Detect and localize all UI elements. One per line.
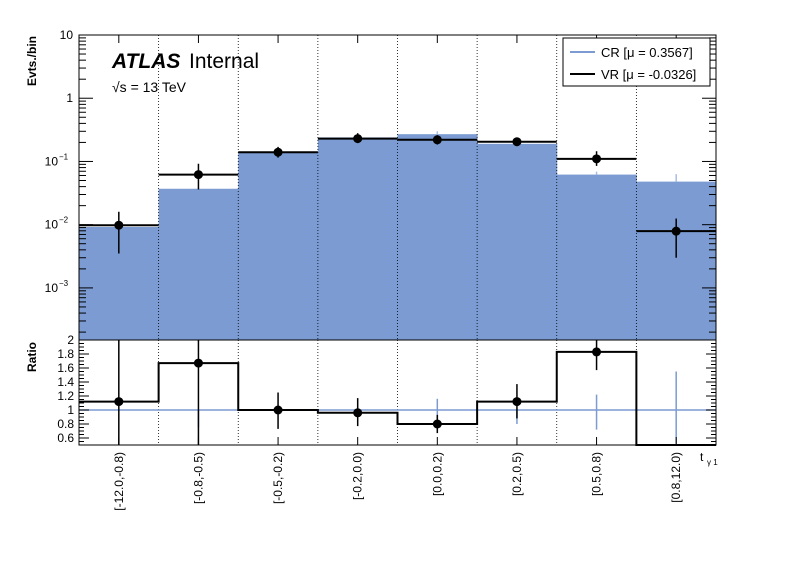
xtick-label-6: [0.5,0.8) (590, 452, 604, 496)
xtick-label-1: [-0.8,-0.5) (191, 452, 205, 504)
ratio-point-3 (353, 408, 363, 418)
cr-bar-2 (238, 152, 319, 340)
ratio-ytick-label-2: 1 (67, 403, 74, 417)
cr-histogram-fill (79, 131, 717, 340)
main-ytick-label-4: 10 (45, 281, 59, 295)
xtick-label-5: [0.2,0.5) (510, 452, 524, 496)
xtick-label-2: [-0.5,-0.2) (271, 452, 285, 504)
energy-label: √s = 13 TeV (112, 79, 187, 95)
main-ytick-label-0: 10 (60, 28, 74, 42)
cr-bar-4 (397, 134, 478, 340)
ratio-point-0 (114, 397, 124, 407)
cr-bar-5 (477, 143, 558, 340)
ratio-step-line (79, 350, 716, 446)
legend-cr-label: CR [μ = 0.3567] (601, 45, 693, 60)
vr-histogram (79, 133, 716, 258)
xtick-label-4: [0.0,0.2) (430, 452, 444, 496)
ratio-ytick-label-6: 1.8 (57, 347, 74, 361)
x-axis-title: t (700, 450, 704, 464)
ratio-point-2 (273, 405, 283, 415)
legend: CR [μ = 0.3567] VR [μ = -0.0326] (562, 37, 711, 87)
cr-bar-7 (636, 181, 717, 340)
ratio-ytick-label-1: 0.8 (57, 417, 74, 431)
main-ytick-label-3: 10 (45, 218, 59, 232)
ratio-point-6 (592, 347, 602, 357)
legend-vr-label: VR [μ = -0.0326] (601, 67, 696, 82)
vr-point-3 (353, 134, 363, 144)
ratio-gridlines (158, 340, 637, 445)
main-ytick-label-1: 1 (66, 91, 73, 105)
ratio-ytick-label-3: 1.2 (57, 389, 74, 403)
vr-point-4 (432, 135, 442, 145)
vr-point-5 (512, 137, 522, 147)
main-ytick-exp-3: −2 (59, 216, 69, 225)
ratio-ytick-label-4: 1.4 (57, 375, 74, 389)
cr-bar-1 (158, 188, 239, 340)
internal-label: Internal (189, 50, 259, 73)
vr-point-0 (114, 220, 124, 230)
y-axis-title: Evts./bin (25, 36, 39, 86)
cr-bar-3 (317, 137, 398, 340)
vr-point-2 (273, 147, 283, 157)
main-ytick-exp-2: −1 (59, 152, 69, 161)
ratio-point-4 (432, 419, 442, 429)
tick-marks (79, 34, 716, 446)
xtick-label-7: [0.8,12.0) (669, 452, 683, 503)
x-axis-title-subscript: γ 1 (707, 458, 718, 467)
main-ytick-exp-4: −3 (59, 279, 69, 288)
xtick-label-0: [-12.0,-0.8) (112, 452, 126, 511)
ratio-axis-title: Ratio (25, 342, 39, 372)
ratio-ytick-label-5: 1.6 (57, 361, 74, 375)
vr-point-7 (671, 226, 681, 236)
xtick-label-3: [-0.2,0.0) (351, 452, 365, 500)
ratio-ytick-label-7: 2 (67, 333, 74, 347)
ratio-ytick-label-0: 0.6 (57, 431, 74, 445)
ratio-histogram (79, 340, 716, 446)
atlas-label: ATLAS (111, 50, 180, 73)
ratio-point-5 (512, 397, 522, 407)
vr-point-1 (193, 170, 203, 180)
cr-bar-6 (556, 174, 637, 340)
ratio-point-1 (193, 358, 203, 368)
main-ytick-label-2: 10 (45, 154, 59, 168)
vr-point-6 (592, 154, 602, 164)
